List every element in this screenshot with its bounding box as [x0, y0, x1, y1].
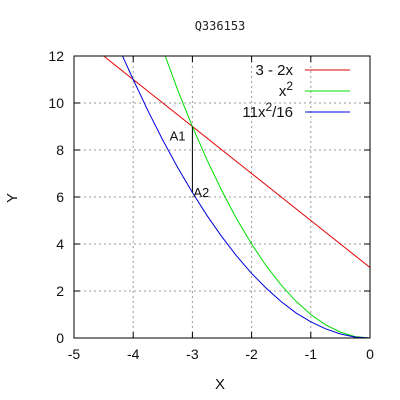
tick-marks [73, 55, 371, 339]
legend-label-base: 3 - 2x [255, 62, 293, 79]
chart-title: Q336153 [195, 19, 246, 33]
x-tick-label: -4 [127, 346, 140, 362]
legend-label: 11x2/16 [242, 100, 293, 121]
annotation-a2: A2 [193, 185, 209, 200]
x-tick-label: -5 [68, 346, 81, 362]
x-tick-label: -1 [305, 346, 318, 362]
y-tick-label: 12 [48, 48, 64, 64]
legend-label-base: x [279, 83, 287, 100]
grid-lines [74, 56, 370, 338]
y-tick-label: 6 [56, 189, 64, 205]
y-tick-label: 8 [56, 142, 64, 158]
x-tick-label: -3 [186, 346, 199, 362]
y-tick-label: 4 [56, 236, 64, 252]
legend-label-tail: /16 [272, 104, 293, 121]
x-tick-label: 0 [366, 346, 374, 362]
series-lines [103, 56, 370, 338]
annotations: A1 A2 [170, 129, 210, 200]
legend-label-superscript: 2 [265, 100, 272, 114]
y-axis-label: Y [4, 193, 21, 203]
y-tick-label: 10 [48, 95, 64, 111]
annotation-a1: A1 [170, 129, 186, 144]
legend-label: x2 [279, 79, 294, 100]
legend-label-superscript: 2 [286, 79, 293, 93]
y-tick-label: 2 [56, 283, 64, 299]
legend-label-base: 11x [242, 104, 266, 121]
tick-labels: -5 -4 -3 -2 -1 0 0 2 4 6 8 10 12 [48, 48, 374, 362]
series-line-11x-squared-over-16 [122, 56, 370, 338]
x-tick-label: -2 [245, 346, 258, 362]
x-axis-label: X [215, 376, 225, 393]
y-tick-label: 0 [56, 330, 64, 346]
legend-label: 3 - 2x [255, 62, 293, 79]
series-line-3-minus-2x [103, 56, 370, 268]
series-line-x-squared [164, 56, 370, 338]
